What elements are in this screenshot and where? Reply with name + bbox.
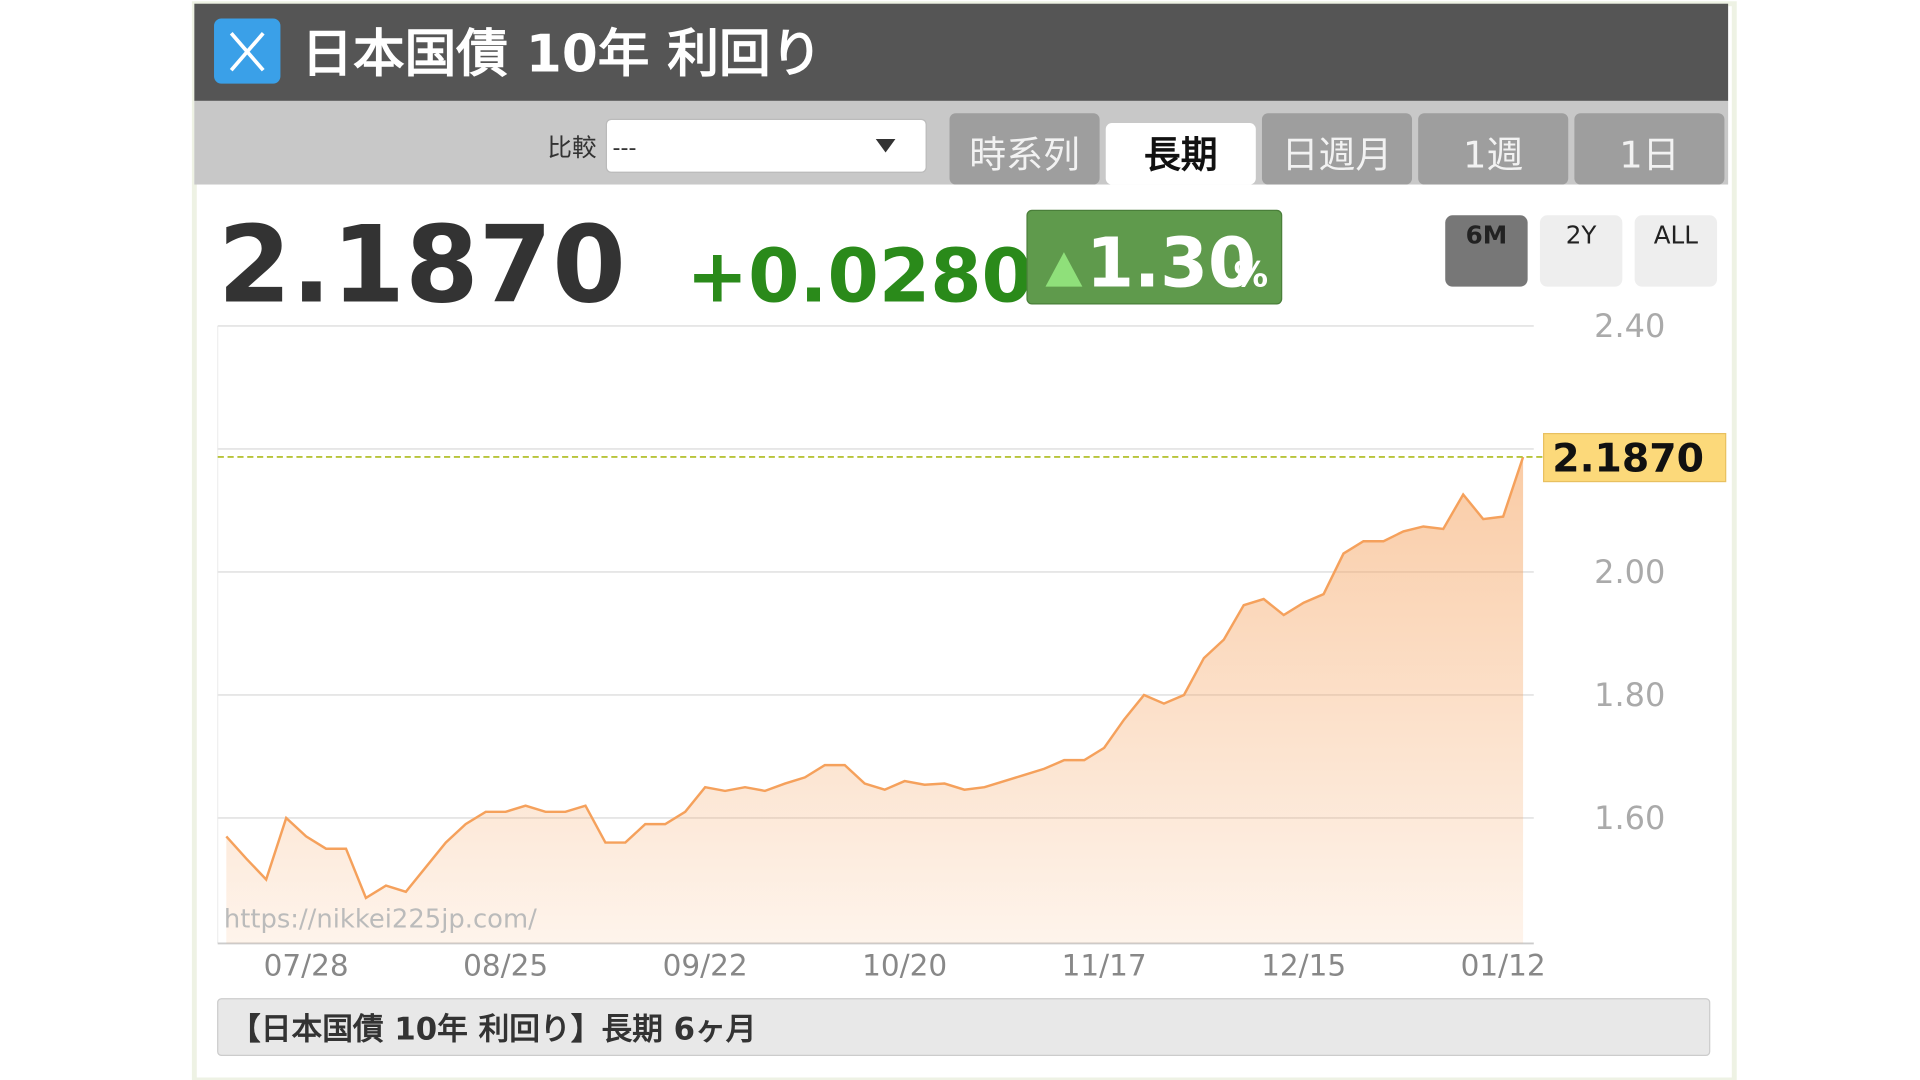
last-value-label: 2.1870 — [1552, 436, 1704, 482]
y-tick-label: 2.00 — [1594, 553, 1665, 591]
range-button[interactable] — [1634, 215, 1718, 287]
title: 日本国債 10年 利回り — [301, 24, 822, 84]
tab-label: 日週月 — [1282, 133, 1393, 176]
header-bar — [194, 3, 1729, 101]
tab[interactable] — [1574, 113, 1725, 185]
pct-unit: % — [1234, 256, 1269, 296]
area — [226, 456, 1524, 944]
y-tick-label: 2.40 — [1594, 307, 1665, 345]
x-tick-label: 01/12 — [1461, 948, 1546, 982]
caption: 【日本国債 10年 利回り】長期 6ヶ月 — [230, 1011, 757, 1047]
tab-label: 長期 — [1144, 133, 1218, 176]
tab[interactable] — [1261, 113, 1413, 185]
line — [225, 456, 1525, 900]
x-glyph — [229, 32, 265, 72]
range-label: ALL — [1654, 221, 1699, 250]
x-tick-label: 09/22 — [663, 948, 748, 982]
up-triangle — [1045, 252, 1083, 287]
tab[interactable] — [949, 113, 1100, 185]
range-button[interactable] — [1445, 215, 1528, 287]
range-button[interactable] — [1539, 215, 1623, 287]
y-tick-label: 1.80 — [1594, 676, 1665, 714]
select-arrow — [875, 139, 896, 153]
x-tick-label: 11/17 — [1062, 948, 1147, 982]
y-tick-label: 1.60 — [1594, 799, 1665, 837]
caption-box — [217, 998, 1711, 1056]
range-label: 6M — [1466, 221, 1508, 250]
change: +0.0280 — [686, 234, 1033, 319]
price: 2.1870 — [218, 203, 626, 326]
compare-value: --- — [613, 135, 637, 161]
tab[interactable] — [1105, 123, 1256, 185]
x-tick-label: 08/25 — [463, 948, 548, 982]
tab-label: 時系列 — [969, 133, 1080, 176]
watermark: https://nikkei225jp.com/ — [224, 904, 537, 934]
tab-label: 1日 — [1619, 133, 1679, 176]
x-tick-label: 12/15 — [1261, 948, 1346, 982]
range-label: 2Y — [1566, 221, 1598, 250]
compare-select[interactable] — [605, 118, 927, 173]
tab-label: 1週 — [1463, 133, 1523, 176]
compare-label: 比較 — [547, 133, 596, 162]
tab[interactable] — [1418, 113, 1569, 185]
change-pct: 1.30 — [1086, 224, 1256, 304]
x-tick-label: 10/20 — [862, 948, 947, 982]
pct-badge — [1026, 209, 1283, 305]
last-value-box — [1543, 432, 1727, 483]
x-tick-label: 07/28 — [264, 948, 349, 982]
